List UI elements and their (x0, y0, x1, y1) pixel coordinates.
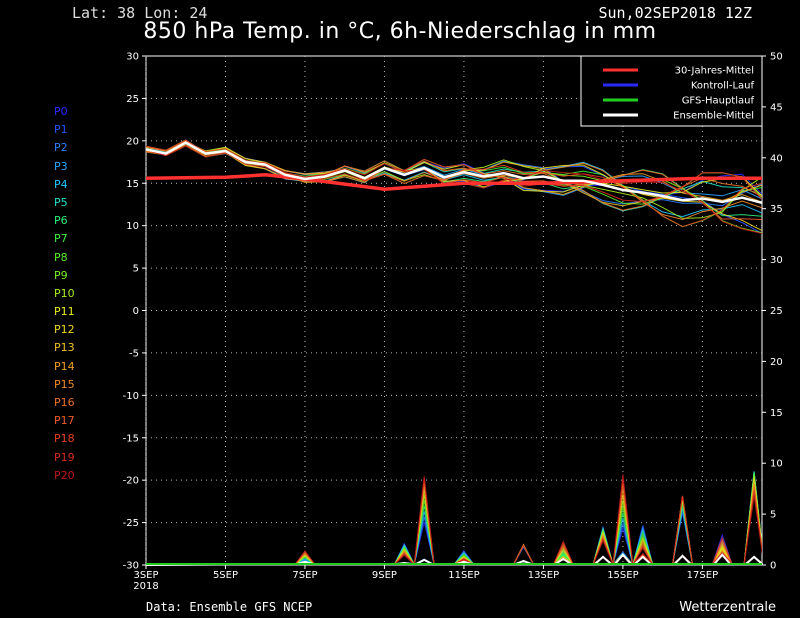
member-label: P16 (54, 396, 75, 409)
member-label: P7 (54, 232, 68, 246)
y-right-tick-label: 40 (770, 153, 783, 164)
ensemble-mean-line (145, 141, 763, 205)
member-label: P6 (54, 214, 68, 228)
member-label: P18 (54, 432, 75, 446)
x-tick-label: 11SEP (448, 570, 479, 581)
legend-label: Ensemble-Mittel (673, 111, 754, 122)
y-right-tick-label: 35 (770, 204, 783, 215)
member-precip-trace (294, 498, 762, 565)
member-precip (294, 471, 762, 565)
y-right-tick-label: 20 (770, 357, 783, 368)
member-label: P2 (54, 141, 68, 155)
y-left-tick-label: 10 (126, 221, 139, 232)
member-precip-trace (294, 502, 762, 565)
member-label: P9 (54, 268, 68, 282)
member-precip-trace (294, 471, 762, 565)
legend-label: GFS-Hauptlauf (682, 96, 755, 107)
run-datetime: Sun,02SEP2018 12Z (598, 4, 752, 22)
y-right-tick-label: 50 (770, 52, 783, 63)
member-label: P15 (54, 377, 75, 391)
y-left-tick-label: 0 (133, 306, 139, 317)
x-tick-label: 15SEP (607, 570, 638, 581)
y-left-tick-label: -5 (129, 348, 139, 359)
y-left-tick-label: -30 (123, 561, 139, 572)
member-precip-trace (294, 472, 762, 565)
location-coordinates: Lat: 38 Lon: 24 (72, 4, 208, 22)
y-right-tick-label: 10 (770, 459, 783, 470)
member-label: P12 (54, 323, 75, 337)
member-precip-trace (294, 496, 762, 565)
member-precip-trace (294, 496, 762, 565)
member-precip-trace (294, 471, 762, 565)
y-left-tick-label: 15 (126, 179, 139, 190)
member-label: P13 (54, 341, 75, 355)
ensemble-member-list: P0 P1 P2 P3 P4 P5 P6 P7 P8 P9 P10 P11 P12 P13 P14 P15 P1… (54, 103, 75, 485)
y-right-tick-label: 30 (770, 255, 783, 266)
x-tick-label: 5SEP (213, 570, 238, 581)
y-left-tick-label: 5 (133, 264, 139, 275)
plot-frame (145, 55, 763, 566)
member-traces (146, 139, 762, 234)
x-tick-sublabel: 2018 (133, 581, 158, 592)
x-tick-label: 7SEP (292, 570, 317, 581)
x-tick-label: 3SEP (133, 570, 158, 581)
x-tick-label: 17SEP (687, 570, 718, 581)
y-right-tick-label: 45 (770, 102, 783, 113)
y-left-tick-label: 25 (126, 94, 139, 105)
member-label: P19 (54, 450, 75, 464)
member-label: P17 (54, 414, 75, 428)
y-left-tick-label: -10 (123, 391, 139, 402)
member-label: P20 (54, 468, 75, 482)
y-right-tick-label: 5 (770, 510, 776, 521)
member-label: P10 (54, 286, 75, 300)
y-right-tick-label: 15 (770, 408, 783, 419)
member-precip-trace (294, 474, 762, 565)
member-label: P11 (54, 305, 75, 319)
member-label: P0 (54, 105, 68, 118)
member-precip-trace (294, 481, 762, 565)
member-precip-trace (294, 495, 762, 565)
member-precip-trace (294, 481, 762, 565)
x-tick-label: 9SEP (372, 570, 397, 581)
legend-label: Kontroll-Lauf (691, 81, 755, 92)
member-trace (146, 139, 762, 203)
y-left-tick-label: 20 (126, 136, 139, 147)
y-left-tick-label: 30 (126, 52, 139, 63)
member-precip-trace (294, 478, 762, 565)
member-label: P4 (54, 177, 68, 191)
y-left-tick-label: -25 (123, 518, 139, 529)
member-trace (146, 139, 762, 197)
chart-title: 850 hPa Temp. in °C, 6h-Niederschlag in … (143, 19, 657, 44)
member-precip-trace (294, 478, 762, 565)
y-left-tick-label: -15 (123, 433, 139, 444)
x-tick-label: 13SEP (528, 570, 559, 581)
member-label: P8 (54, 250, 68, 264)
member-precip-trace (294, 475, 762, 565)
y-left-tick-label: -20 (123, 476, 139, 487)
member-precip-trace (294, 496, 762, 565)
member-precip-trace (294, 500, 762, 565)
member-precip-trace (294, 471, 762, 565)
member-label: P5 (54, 195, 68, 209)
data-source: Data: Ensemble GFS NCEP (146, 600, 313, 614)
member-label: P3 (54, 159, 68, 173)
member-label: P1 (54, 123, 68, 137)
y-right-tick-label: 25 (770, 306, 783, 317)
y-right-tick-label: 0 (770, 561, 776, 572)
brand-label: Wetterzentrale (679, 600, 776, 615)
climate-mean-line (145, 173, 762, 191)
legend-label: 30-Jahres-Mittel (675, 66, 754, 77)
member-precip-trace (294, 473, 762, 565)
member-label: P14 (54, 359, 75, 373)
